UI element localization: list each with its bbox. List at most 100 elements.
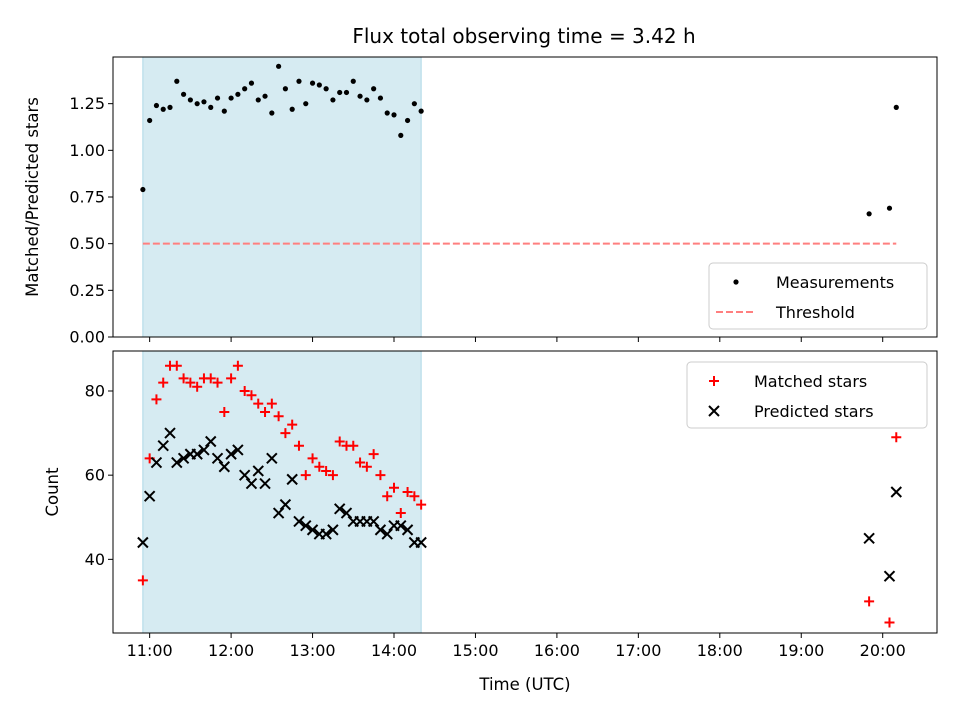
measurement-point xyxy=(147,117,153,124)
measurement-point xyxy=(201,99,207,105)
matched-point xyxy=(327,470,338,481)
shaded-interval xyxy=(142,57,422,337)
x-tick-label: 18:00 xyxy=(697,641,743,660)
y-tick-label: 0.75 xyxy=(69,188,105,207)
predicted-point xyxy=(340,507,353,519)
measurement-point xyxy=(316,82,322,88)
x-axis-label: Time (UTC) xyxy=(478,675,570,694)
count-plot-area xyxy=(137,360,902,628)
measurement-point xyxy=(330,97,336,103)
measurement-point xyxy=(160,106,166,112)
chart-title: Flux total observing time = 3.42 h xyxy=(352,24,695,48)
legend-label: Matched stars xyxy=(754,372,867,391)
measurement-point xyxy=(221,108,227,114)
predicted-point xyxy=(205,435,217,448)
predicted-point xyxy=(286,473,298,486)
measurement-point xyxy=(364,97,370,103)
measurement-point xyxy=(886,205,893,211)
predicted-point xyxy=(374,524,387,536)
series-measurements xyxy=(140,63,899,217)
measurement-point xyxy=(174,78,180,84)
series-predicted-stars xyxy=(137,427,902,582)
matched-point xyxy=(205,373,216,384)
matched-point xyxy=(171,360,182,371)
matched-point xyxy=(314,461,325,472)
legend-marker xyxy=(733,279,739,285)
matched-point xyxy=(287,419,298,430)
matched-point xyxy=(864,596,875,607)
measurement-point xyxy=(337,89,343,96)
measurement-point xyxy=(398,132,404,138)
ratio-y-axis: 0.00 0.25 0.50 0.75 1.00 1.25 xyxy=(69,94,113,347)
matched-point xyxy=(300,470,311,481)
matched-point xyxy=(219,407,230,418)
matched-point xyxy=(307,453,318,464)
y-tick-label: 0.50 xyxy=(69,234,105,253)
predicted-point xyxy=(890,486,902,498)
x-tick-label: 16:00 xyxy=(534,641,580,660)
predicted-point xyxy=(320,528,332,540)
measurement-point xyxy=(411,101,417,107)
predicted-point xyxy=(245,477,258,490)
matched-point xyxy=(260,407,271,418)
matched-point xyxy=(361,461,372,472)
observing-interval-shade xyxy=(142,57,422,337)
predicted-point xyxy=(150,456,163,469)
predicted-point xyxy=(137,536,149,549)
matched-point xyxy=(368,449,379,460)
series-matched-stars xyxy=(137,360,902,628)
predicted-point xyxy=(401,524,414,536)
measurement-point xyxy=(262,93,268,99)
x-tick-label: 17:00 xyxy=(615,641,661,660)
predicted-point xyxy=(333,503,346,515)
measurement-point xyxy=(140,186,146,193)
ratio-y-axis-label: Matched/Predicted stars xyxy=(23,97,42,297)
ratio-x-axis xyxy=(149,337,884,342)
ratio-legend: Measurements Threshold xyxy=(708,262,928,330)
predicted-point xyxy=(164,427,176,439)
predicted-point xyxy=(327,524,339,536)
y-tick-label: 80 xyxy=(85,381,105,400)
x-tick-label: 12:00 xyxy=(208,641,254,660)
x-tick-label: 15:00 xyxy=(452,641,498,660)
matched-point xyxy=(226,373,237,384)
predicted-point xyxy=(218,461,231,473)
matched-point xyxy=(273,411,284,422)
matched-point xyxy=(334,436,345,447)
predicted-point xyxy=(415,536,427,549)
matched-point xyxy=(192,381,203,392)
x-tick-label: 20:00 xyxy=(860,641,906,660)
measurement-point xyxy=(384,110,390,116)
matched-point xyxy=(884,617,895,628)
predicted-point xyxy=(272,507,285,519)
measurement-point xyxy=(242,86,248,92)
predicted-point xyxy=(143,490,156,502)
measurement-point xyxy=(391,112,397,118)
count-y-axis-label: Count xyxy=(43,467,62,517)
matched-point xyxy=(395,508,406,519)
y-tick-label: 0.25 xyxy=(69,281,105,300)
measurement-point xyxy=(404,117,411,124)
matched-point xyxy=(382,491,393,502)
matched-point xyxy=(137,575,148,586)
predicted-point xyxy=(238,469,251,481)
measurement-point xyxy=(350,78,356,84)
predicted-point xyxy=(252,465,264,477)
observing-interval-shade xyxy=(142,351,422,633)
predicted-point xyxy=(157,439,169,452)
count-x-axis: 11:00 12:00 13:00 14:00 15:00 16:00 17:00 18:00… xyxy=(127,633,906,660)
predicted-point xyxy=(367,515,380,528)
x-tick-label: 11:00 xyxy=(127,641,173,660)
ratio-panel: 0.00 0.25 0.50 0.75 1.00 1.25 Matched/Predict… xyxy=(23,56,938,347)
matched-point xyxy=(185,377,196,388)
measurement-point xyxy=(228,95,234,101)
predicted-point xyxy=(171,456,183,469)
measurement-point xyxy=(357,93,363,99)
measurement-point xyxy=(377,95,384,101)
predicted-point xyxy=(198,444,210,456)
measurement-point xyxy=(371,86,377,92)
measurement-point xyxy=(187,97,193,103)
predicted-point xyxy=(863,532,875,545)
predicted-point xyxy=(381,528,393,540)
